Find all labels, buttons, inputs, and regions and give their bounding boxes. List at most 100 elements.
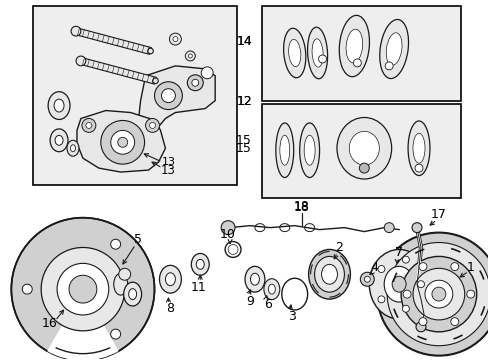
Circle shape — [185, 51, 195, 61]
Circle shape — [145, 118, 159, 132]
Circle shape — [101, 121, 144, 164]
Ellipse shape — [412, 133, 424, 163]
Circle shape — [415, 322, 425, 332]
Ellipse shape — [391, 276, 405, 292]
Circle shape — [412, 268, 464, 320]
Text: 11: 11 — [190, 281, 206, 294]
Ellipse shape — [339, 15, 369, 77]
Circle shape — [149, 122, 155, 129]
Text: 13: 13 — [161, 157, 175, 167]
Text: 8: 8 — [166, 302, 174, 315]
Circle shape — [466, 290, 474, 298]
Bar — [33, 6, 237, 185]
Circle shape — [110, 239, 121, 249]
Ellipse shape — [55, 135, 63, 145]
Ellipse shape — [346, 29, 362, 63]
Ellipse shape — [67, 140, 79, 156]
Ellipse shape — [368, 249, 428, 319]
Circle shape — [161, 89, 175, 103]
Ellipse shape — [288, 39, 300, 67]
Circle shape — [359, 163, 368, 173]
Ellipse shape — [275, 123, 293, 177]
Circle shape — [57, 264, 108, 315]
Ellipse shape — [191, 253, 209, 275]
Circle shape — [360, 272, 373, 286]
Text: 7: 7 — [394, 246, 402, 259]
Polygon shape — [75, 28, 151, 54]
Text: 12: 12 — [236, 95, 251, 108]
Text: 14: 14 — [236, 35, 251, 48]
Circle shape — [187, 75, 203, 91]
Ellipse shape — [114, 273, 127, 295]
Polygon shape — [77, 111, 165, 172]
Ellipse shape — [128, 289, 136, 300]
Circle shape — [411, 223, 421, 233]
Circle shape — [450, 318, 458, 325]
Circle shape — [385, 62, 392, 70]
Ellipse shape — [384, 266, 413, 302]
Text: 14: 14 — [236, 35, 251, 48]
Circle shape — [376, 233, 488, 356]
Circle shape — [147, 48, 153, 54]
Text: 4: 4 — [369, 261, 377, 274]
Ellipse shape — [299, 123, 319, 177]
Bar — [262, 6, 460, 100]
Circle shape — [76, 56, 85, 66]
Ellipse shape — [311, 39, 323, 67]
Circle shape — [353, 59, 361, 67]
Circle shape — [11, 218, 154, 360]
Text: 17: 17 — [430, 208, 446, 221]
Ellipse shape — [308, 249, 350, 299]
Circle shape — [402, 290, 410, 298]
Bar — [262, 104, 460, 198]
Circle shape — [22, 284, 32, 294]
Text: 18: 18 — [293, 201, 309, 214]
Text: 18: 18 — [293, 200, 309, 213]
Ellipse shape — [48, 92, 70, 120]
Circle shape — [201, 67, 213, 79]
Circle shape — [450, 263, 458, 271]
Circle shape — [386, 243, 488, 346]
Ellipse shape — [123, 282, 142, 306]
Circle shape — [71, 26, 81, 36]
Text: 16: 16 — [41, 318, 57, 330]
Circle shape — [318, 55, 326, 63]
Circle shape — [221, 221, 235, 235]
Circle shape — [41, 247, 124, 331]
Ellipse shape — [196, 260, 204, 269]
Circle shape — [417, 281, 424, 288]
Ellipse shape — [268, 284, 275, 294]
Circle shape — [402, 305, 408, 312]
Circle shape — [384, 223, 393, 233]
Ellipse shape — [159, 265, 181, 293]
Ellipse shape — [250, 273, 259, 285]
Circle shape — [402, 256, 408, 263]
Circle shape — [424, 280, 452, 308]
Text: 15: 15 — [236, 134, 251, 147]
Circle shape — [431, 287, 445, 301]
Circle shape — [191, 79, 198, 86]
Ellipse shape — [307, 27, 327, 79]
Text: 6: 6 — [264, 297, 271, 311]
Ellipse shape — [314, 256, 344, 292]
Polygon shape — [138, 66, 215, 138]
Circle shape — [69, 275, 97, 303]
Ellipse shape — [50, 129, 68, 152]
Ellipse shape — [348, 131, 379, 165]
Circle shape — [377, 266, 384, 273]
Text: 12: 12 — [236, 95, 251, 108]
Ellipse shape — [304, 135, 314, 165]
Circle shape — [111, 130, 134, 154]
Ellipse shape — [379, 19, 407, 78]
Ellipse shape — [165, 273, 175, 286]
Circle shape — [400, 256, 476, 332]
Text: 5: 5 — [133, 233, 142, 246]
Circle shape — [418, 318, 426, 325]
Text: 2: 2 — [335, 241, 343, 254]
Circle shape — [154, 82, 182, 109]
Ellipse shape — [264, 279, 279, 300]
Ellipse shape — [321, 264, 337, 284]
Ellipse shape — [336, 117, 391, 179]
Circle shape — [173, 37, 178, 41]
Ellipse shape — [407, 121, 429, 176]
